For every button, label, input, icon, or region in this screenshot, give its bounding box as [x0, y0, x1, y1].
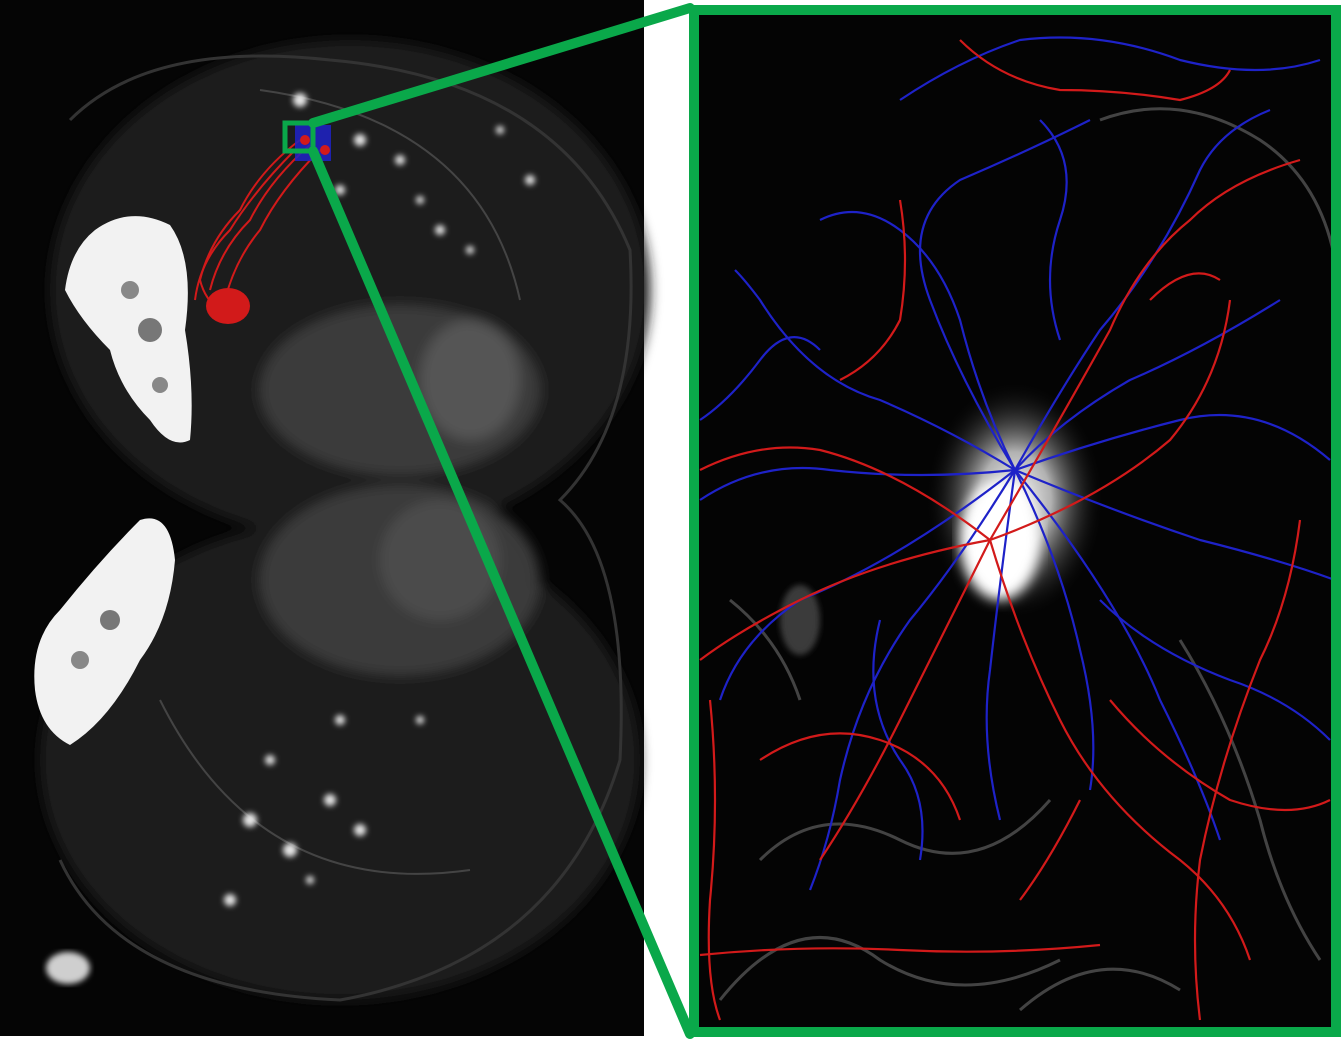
- brain-outline: [58, 54, 633, 1002]
- left-panel: [0, 0, 650, 1036]
- secondary-blob: [780, 585, 820, 655]
- right-panel: [689, 5, 1341, 1037]
- trace-red: [699, 39, 1331, 1021]
- puncta: [224, 93, 535, 906]
- trace-blue: [699, 36, 1336, 891]
- inset-marker: [282, 120, 316, 154]
- zoom-connectors: [308, 3, 695, 1039]
- brain-tissue: [40, 40, 650, 1000]
- zoom-frame: [689, 5, 1341, 1037]
- overview-trace-soma: [206, 288, 250, 324]
- fluorescent-cluster-upper: [65, 216, 192, 443]
- background-fibers: [718, 107, 1337, 1012]
- soma: [960, 480, 1040, 600]
- fluorescent-cluster-lower: [34, 518, 176, 745]
- fluorescent-spot: [46, 952, 90, 984]
- overview-trace-red: [194, 139, 321, 311]
